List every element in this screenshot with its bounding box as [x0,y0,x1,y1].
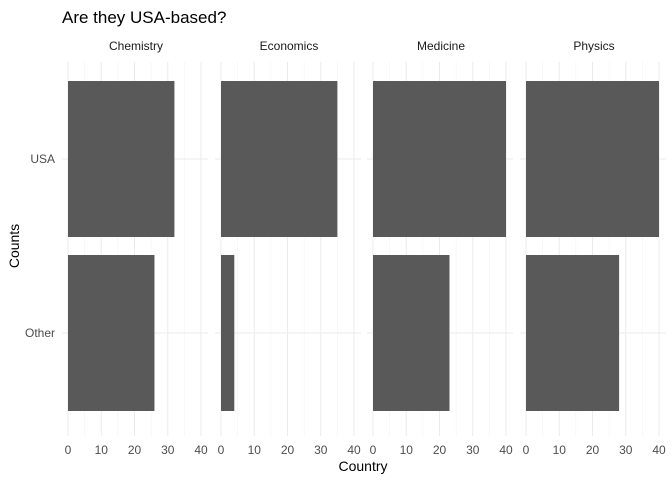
facet-label: Economics [260,39,319,53]
x-tick-label: 20 [433,443,447,457]
x-tick-label: 20 [586,443,600,457]
bar-economics-other [221,255,235,411]
x-tick-label: 0 [218,443,225,457]
x-tick-label: 30 [161,443,175,457]
x-tick-label: 20 [281,443,295,457]
facet-label: Medicine [417,39,465,53]
bar-chemistry-other [68,255,155,411]
bar-physics-usa [526,81,660,237]
bar-chemistry-usa [68,81,175,237]
x-tick-label: 0 [370,443,377,457]
y-tick-label: Other [25,326,55,340]
bar-economics-usa [221,81,338,237]
x-tick-label: 0 [523,443,530,457]
x-tick-label: 10 [248,443,262,457]
y-tick-label: USA [30,152,55,166]
facet-label: Physics [573,39,614,53]
x-tick-label: 10 [95,443,109,457]
x-tick-label: 20 [128,443,142,457]
x-tick-label: 40 [347,443,361,457]
facet-label: Chemistry [109,39,163,53]
x-axis-title: Country [338,458,387,474]
x-tick-label: 40 [652,443,666,457]
x-tick-label: 40 [194,443,208,457]
bar-layer [68,81,660,411]
chart-title: Are they USA-based? [62,8,226,27]
x-tick-label: 0 [65,443,72,457]
x-tick-label: 40 [499,443,513,457]
label-layer: Chemistry 0 10 20 30 40 Economics 0 10 20 30 40 Medi… [25,39,666,457]
x-tick-label: 30 [619,443,633,457]
x-tick-label: 30 [466,443,480,457]
bar-medicine-other [373,255,450,411]
x-tick-label: 10 [553,443,567,457]
x-tick-label: 30 [314,443,328,457]
x-tick-label: 10 [400,443,414,457]
bar-physics-other [526,255,620,411]
bar-medicine-usa [373,81,507,237]
y-axis-title: Counts [6,224,22,268]
